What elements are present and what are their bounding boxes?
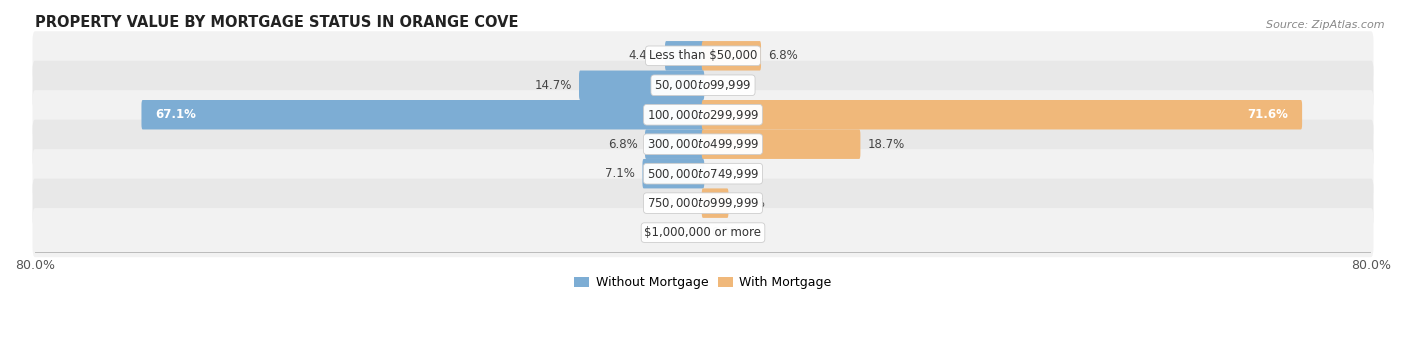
FancyBboxPatch shape (32, 208, 1374, 257)
Text: 14.7%: 14.7% (534, 79, 572, 92)
FancyBboxPatch shape (643, 159, 704, 188)
Legend: Without Mortgage, With Mortgage: Without Mortgage, With Mortgage (569, 271, 837, 294)
Text: 18.7%: 18.7% (868, 138, 904, 151)
FancyBboxPatch shape (142, 100, 704, 130)
FancyBboxPatch shape (579, 70, 704, 100)
FancyBboxPatch shape (645, 130, 704, 159)
FancyBboxPatch shape (32, 149, 1374, 198)
Text: $500,000 to $749,999: $500,000 to $749,999 (647, 167, 759, 181)
Text: Source: ZipAtlas.com: Source: ZipAtlas.com (1267, 20, 1385, 30)
Text: 0.0%: 0.0% (665, 197, 695, 210)
FancyBboxPatch shape (32, 61, 1374, 110)
Text: $100,000 to $299,999: $100,000 to $299,999 (647, 108, 759, 122)
FancyBboxPatch shape (702, 130, 860, 159)
Text: 6.8%: 6.8% (768, 49, 797, 62)
Text: 4.4%: 4.4% (628, 49, 658, 62)
Text: 6.8%: 6.8% (609, 138, 638, 151)
Text: 0.0%: 0.0% (711, 226, 741, 239)
Text: PROPERTY VALUE BY MORTGAGE STATUS IN ORANGE COVE: PROPERTY VALUE BY MORTGAGE STATUS IN ORA… (35, 15, 519, 30)
Text: $1,000,000 or more: $1,000,000 or more (644, 226, 762, 239)
Text: 7.1%: 7.1% (606, 167, 636, 180)
Text: 2.9%: 2.9% (735, 197, 765, 210)
FancyBboxPatch shape (702, 100, 1302, 130)
Text: 71.6%: 71.6% (1247, 108, 1288, 121)
Text: $50,000 to $99,999: $50,000 to $99,999 (654, 78, 752, 92)
FancyBboxPatch shape (32, 90, 1374, 139)
FancyBboxPatch shape (702, 188, 728, 218)
Text: Less than $50,000: Less than $50,000 (648, 49, 758, 62)
FancyBboxPatch shape (32, 178, 1374, 228)
FancyBboxPatch shape (32, 31, 1374, 80)
FancyBboxPatch shape (32, 120, 1374, 169)
FancyBboxPatch shape (665, 41, 704, 70)
Text: 0.0%: 0.0% (665, 226, 695, 239)
Text: $300,000 to $499,999: $300,000 to $499,999 (647, 137, 759, 151)
Text: $750,000 to $999,999: $750,000 to $999,999 (647, 196, 759, 210)
Text: 67.1%: 67.1% (155, 108, 195, 121)
FancyBboxPatch shape (702, 41, 761, 70)
Text: 0.0%: 0.0% (711, 79, 741, 92)
Text: 0.0%: 0.0% (711, 167, 741, 180)
